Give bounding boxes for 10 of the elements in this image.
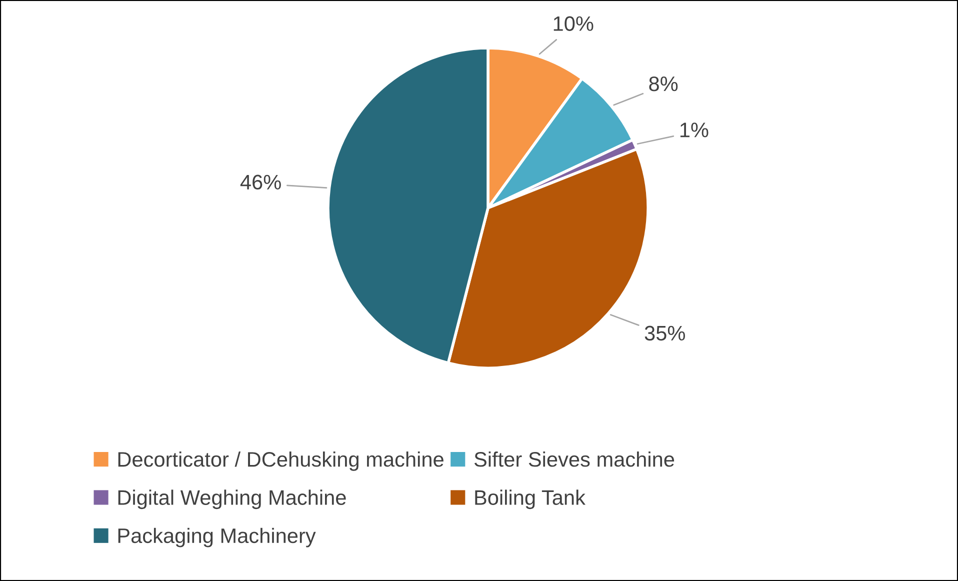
data-label: 10% — [554, 16, 594, 31]
data-label: 8% — [649, 76, 678, 92]
data-label: 1% — [680, 122, 708, 138]
legend-label: Boiling Tank — [475, 490, 586, 510]
data-label: 46% — [240, 174, 281, 190]
legend-label: Decorticator / DCehusking machine — [118, 451, 444, 471]
data-label: 35% — [644, 326, 685, 341]
legend-label: Digital Weghing Machine — [118, 490, 346, 510]
legend-label: Sifter Sieves machine — [474, 451, 674, 467]
legend-label: Packaging Machinery — [118, 528, 316, 548]
